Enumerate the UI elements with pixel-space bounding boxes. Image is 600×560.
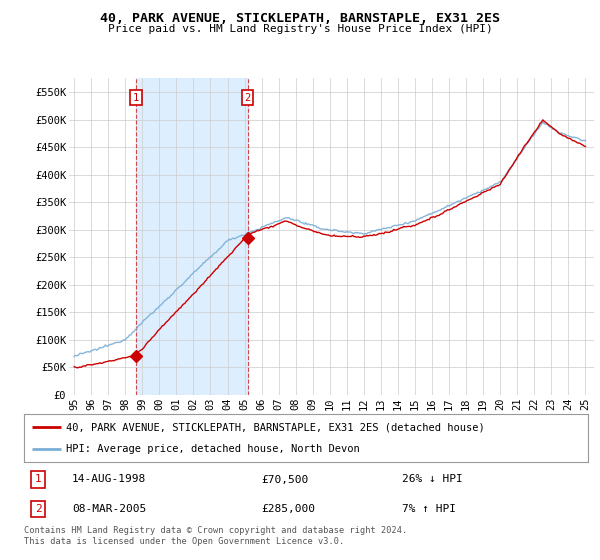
Text: £285,000: £285,000: [261, 504, 315, 514]
Text: 26% ↓ HPI: 26% ↓ HPI: [402, 474, 463, 484]
Text: £70,500: £70,500: [261, 474, 308, 484]
Text: Price paid vs. HM Land Registry's House Price Index (HPI): Price paid vs. HM Land Registry's House …: [107, 24, 493, 34]
Bar: [136, 78, 248, 395]
Text: 2: 2: [35, 504, 41, 514]
Text: 40, PARK AVENUE, STICKLEPATH, BARNSTAPLE, EX31 2ES (detached house): 40, PARK AVENUE, STICKLEPATH, BARNSTAPLE…: [66, 422, 485, 432]
Text: HPI: Average price, detached house, North Devon: HPI: Average price, detached house, Nort…: [66, 444, 360, 454]
Text: 1: 1: [133, 92, 139, 102]
Text: 1: 1: [35, 474, 41, 484]
Text: 14-AUG-1998: 14-AUG-1998: [72, 474, 146, 484]
Text: 2: 2: [245, 92, 251, 102]
Text: 40, PARK AVENUE, STICKLEPATH, BARNSTAPLE, EX31 2ES: 40, PARK AVENUE, STICKLEPATH, BARNSTAPLE…: [100, 12, 500, 25]
Text: Contains HM Land Registry data © Crown copyright and database right 2024.
This d: Contains HM Land Registry data © Crown c…: [24, 526, 407, 546]
Text: 08-MAR-2005: 08-MAR-2005: [72, 504, 146, 514]
Text: 7% ↑ HPI: 7% ↑ HPI: [402, 504, 456, 514]
